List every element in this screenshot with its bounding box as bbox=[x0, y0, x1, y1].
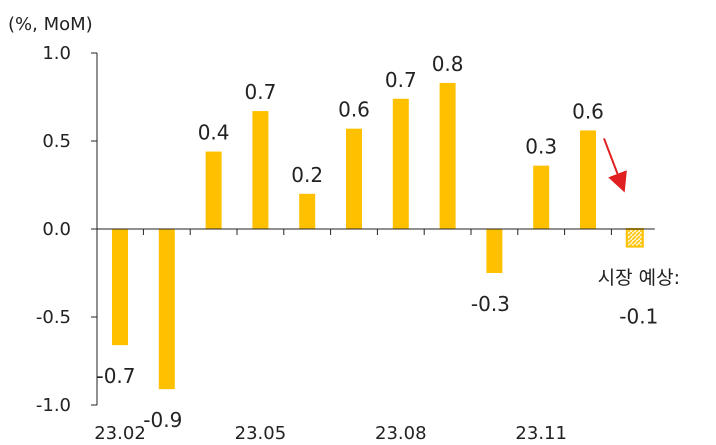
bars bbox=[112, 82, 644, 390]
x-tick-label: 23.11 bbox=[515, 423, 567, 444]
data-label: -0.1 bbox=[619, 305, 658, 329]
data-label: 0.7 bbox=[244, 80, 276, 104]
bar bbox=[205, 151, 222, 229]
bar bbox=[392, 98, 409, 229]
bar bbox=[299, 193, 316, 229]
data-label: 0.2 bbox=[291, 163, 323, 187]
data-label: -0.7 bbox=[96, 364, 135, 388]
bar bbox=[580, 130, 596, 229]
forecast-bar bbox=[625, 228, 644, 248]
data-label: 0.8 bbox=[432, 52, 464, 76]
y-tick-label: 0.0 bbox=[42, 219, 71, 240]
y-axis: 1.0 0.5 0.0 -0.5 -1.0 bbox=[36, 43, 98, 416]
bar bbox=[158, 229, 175, 390]
y-tick-label: 0.5 bbox=[42, 131, 71, 152]
bar bbox=[439, 82, 456, 229]
x-tick-label: 23.02 bbox=[94, 423, 146, 444]
y-tick-label: 1.0 bbox=[42, 43, 71, 64]
data-label: 0.6 bbox=[338, 98, 370, 122]
y-tick-label: -0.5 bbox=[36, 307, 71, 328]
x-tick-label: 23.05 bbox=[235, 423, 287, 444]
forecast-note: 시장 예상: bbox=[598, 267, 680, 289]
x-tick-label: 23.08 bbox=[375, 423, 427, 444]
y-unit-label: (%, MoM) bbox=[8, 14, 93, 35]
data-label: -0.3 bbox=[471, 292, 510, 316]
bar bbox=[112, 229, 128, 346]
bar bbox=[533, 165, 550, 229]
data-label: 0.3 bbox=[525, 135, 557, 159]
bar bbox=[252, 111, 269, 229]
bar bbox=[346, 128, 362, 229]
y-tick-label: -1.0 bbox=[36, 395, 71, 416]
forecast-annotation: 시장 예상: bbox=[598, 138, 680, 289]
data-label: 0.6 bbox=[572, 99, 604, 123]
data-label: 0.7 bbox=[385, 68, 417, 92]
bar bbox=[486, 229, 503, 273]
forecast-arrow bbox=[603, 138, 627, 193]
data-labels: -0.7 -0.9 0.4 0.7 0.2 0.6 0.7 0.8 -0.3 0.3 0.6 -0.1 bbox=[96, 52, 658, 432]
data-label: 0.4 bbox=[198, 121, 230, 145]
x-axis: 23.02 23.05 23.08 23.11 bbox=[94, 228, 655, 444]
data-label: -0.9 bbox=[143, 408, 182, 432]
